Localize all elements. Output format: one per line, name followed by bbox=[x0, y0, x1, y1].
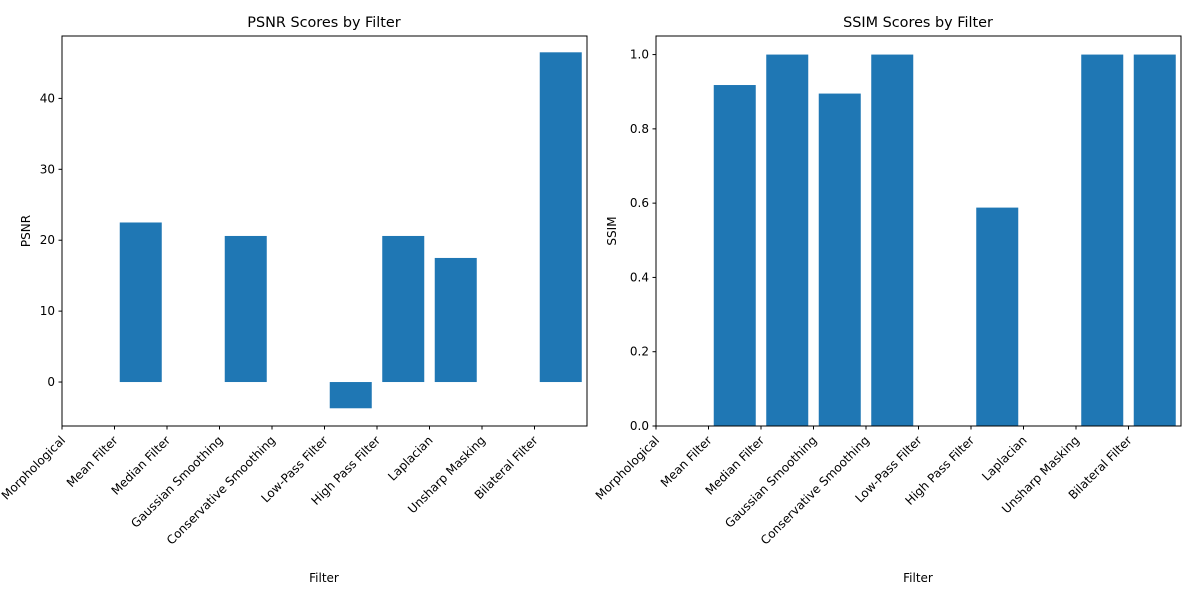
psnr-y-tick-label: 0 bbox=[47, 375, 55, 389]
ssim-plot-frame bbox=[655, 35, 1182, 427]
psnr-y-tick-label: 30 bbox=[40, 162, 55, 176]
psnr-y-tick-label: 20 bbox=[40, 233, 55, 247]
psnr-y-axis-label: PSNR bbox=[19, 215, 33, 247]
ssim-chart-title: SSIM Scores by Filter bbox=[843, 15, 993, 31]
psnr-y-tick-label: 10 bbox=[40, 304, 55, 318]
ssim-y-tick-label: 0.2 bbox=[630, 345, 649, 359]
ssim-bar bbox=[1081, 54, 1124, 426]
psnr-bars bbox=[119, 52, 582, 409]
ssim-bar bbox=[976, 207, 1019, 426]
psnr-bar bbox=[539, 52, 582, 383]
ssim-y-tick-label: 0.6 bbox=[630, 196, 649, 210]
ssim-bar bbox=[871, 54, 914, 426]
psnr-chart-title: PSNR Scores by Filter bbox=[247, 15, 400, 31]
psnr-y-ticks: 0 10 20 30 40 bbox=[40, 91, 62, 389]
ssim-bar bbox=[1133, 54, 1176, 426]
ssim-y-tick-label: 0.8 bbox=[630, 122, 649, 136]
ssim-bar bbox=[766, 54, 809, 426]
psnr-bar bbox=[329, 382, 372, 409]
psnr-bar bbox=[119, 222, 162, 383]
psnr-plot-frame bbox=[61, 35, 588, 427]
ssim-y-ticks: 0.0 0.2 0.4 0.6 0.8 1.0 bbox=[630, 48, 656, 433]
ssim-bar bbox=[713, 85, 756, 426]
ssim-bars bbox=[713, 54, 1176, 426]
ssim-x-axis-label: Filter bbox=[903, 571, 933, 585]
ssim-y-tick-label: 0.0 bbox=[630, 419, 649, 433]
ssim-y-tick-label: 1.0 bbox=[630, 48, 649, 62]
ssim-y-axis-label: SSIM bbox=[605, 216, 619, 245]
ssim-bar bbox=[818, 93, 861, 426]
psnr-y-tick-label: 40 bbox=[40, 91, 55, 105]
psnr-bar bbox=[224, 235, 267, 383]
psnr-bar bbox=[434, 257, 477, 383]
ssim-y-tick-label: 0.4 bbox=[630, 270, 649, 284]
psnr-bar bbox=[382, 235, 425, 383]
psnr-x-axis-label: Filter bbox=[309, 571, 339, 585]
